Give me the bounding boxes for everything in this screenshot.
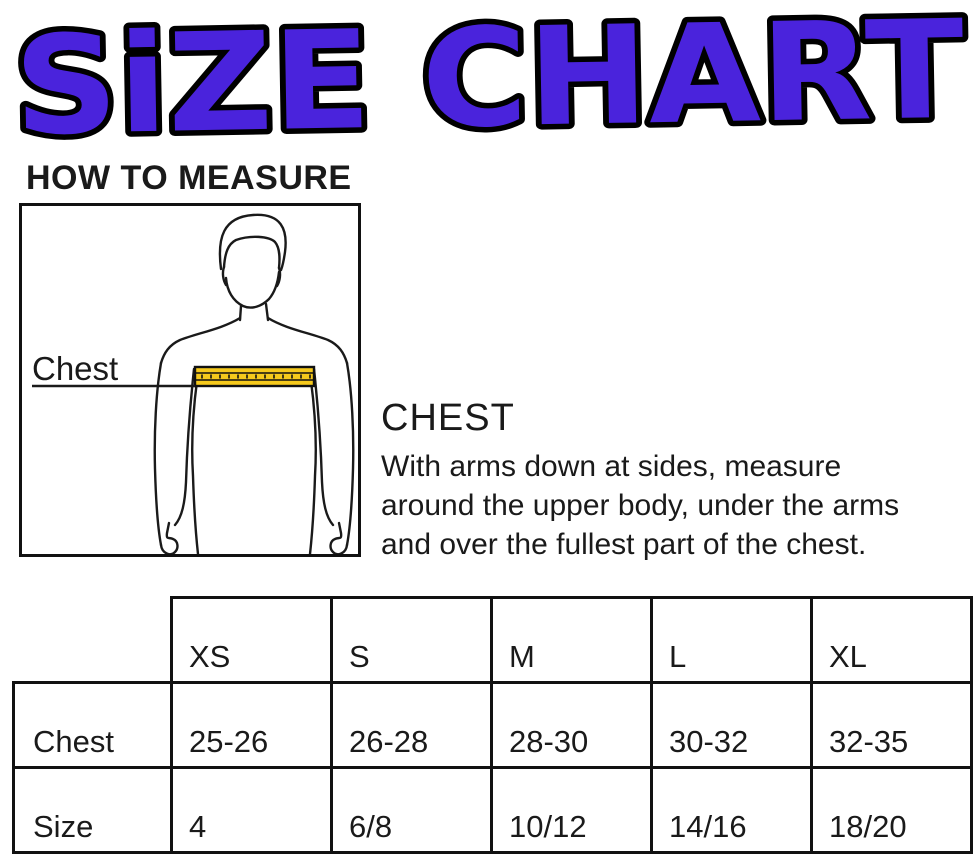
size-col-header: M [490,596,653,684]
tape-edge-lines [195,372,314,381]
arm-inner-left [173,367,196,527]
left-ear [221,265,228,287]
hairline [222,235,281,270]
instruction-line: and over the fullest part of the chest. [381,528,867,561]
torso-figure [153,213,355,554]
instruction-line: around the upper body, under the arms [381,489,900,522]
hair-outline [218,213,287,272]
arm-outer-left [153,361,163,547]
shoulder-right [266,316,349,365]
arm-inner-right [312,367,335,527]
chest-instruction-heading: CHEST [381,397,515,439]
row-label: Chest [12,681,173,769]
size-cell: 6/8 [330,766,493,854]
size-chart-table: XS S M L XL Chest 25-26 26-28 28-30 30-3… [12,596,973,854]
chest-instruction-text: With arms down at sides, measure around … [381,447,978,564]
size-col-header: L [650,596,813,684]
figure-chest-label: Chest [32,350,118,387]
hand-left [159,521,179,554]
title-art: SiZE CHART [7,0,971,154]
chest-cell: 32-35 [810,681,973,769]
chest-cell: 30-32 [650,681,813,769]
measure-figure-box: Chest [19,203,361,557]
measuring-tape [193,365,316,388]
arm-outer-right [345,361,355,547]
chest-cell: 25-26 [170,681,333,769]
size-cell: 14/16 [650,766,813,854]
page-title: SiZE CHART [13,0,966,154]
chest-callout: Chest [32,350,195,388]
size-col-header: S [330,596,493,684]
face-outline [224,270,281,309]
instruction-line: With arms down at sides, measure [381,450,842,483]
size-cell: 4 [170,766,333,854]
torso-illustration: Chest [32,213,355,554]
torso-side-right [308,372,317,554]
size-cell: 18/20 [810,766,973,854]
hand-right [329,521,349,554]
size-cell: 10/12 [490,766,653,854]
row-label: Size [12,766,173,854]
size-col-header: XS [170,596,333,684]
title-banner: SiZE CHART [0,0,978,154]
table-corner-blank [14,598,172,683]
table-header-row: XS S M L XL [14,596,973,684]
tape-band [193,365,316,388]
how-to-measure-heading: HOW TO MEASURE [26,159,352,197]
size-col-header: XL [810,596,973,684]
table-row-chest: Chest 25-26 26-28 28-30 30-32 32-35 [12,681,973,769]
chest-cell: 26-28 [330,681,493,769]
chest-cell: 28-30 [490,681,653,769]
torso-side-left [191,372,200,554]
shoulder-left [159,316,242,365]
table-row-size: Size 4 6/8 10/12 14/16 18/20 [12,766,973,854]
tape-tick-marks [201,374,311,379]
